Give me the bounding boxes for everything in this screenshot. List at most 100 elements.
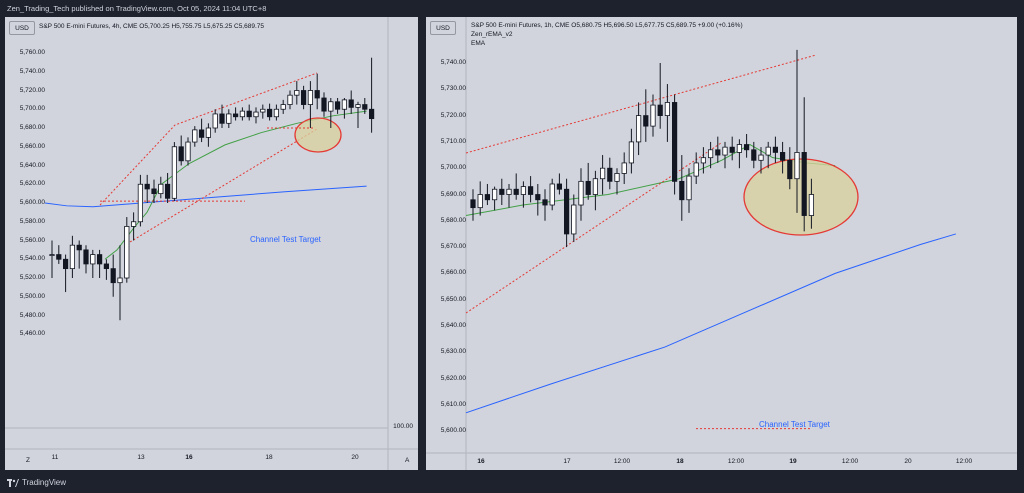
candle-body: [779, 152, 786, 161]
candle-body: [758, 154, 764, 161]
candle-body: [621, 162, 627, 174]
candle-body: [736, 144, 743, 153]
time-tick-label: 18: [265, 454, 273, 461]
candle-body: [124, 226, 130, 279]
candle-body: [198, 129, 205, 138]
candle-body: [253, 111, 259, 118]
price-tick-label: 5,660.00: [440, 269, 466, 277]
candle-body: [321, 97, 327, 112]
candle-body: [528, 186, 534, 195]
time-tick-label: 20: [351, 454, 359, 461]
chart-legend: S&P 500 E-mini Futures, 4h, CME O5,700.2…: [39, 22, 264, 31]
time-tick-label: 20: [904, 458, 912, 465]
price-tick-label: 5,620.00: [440, 374, 466, 382]
candle-body: [607, 167, 613, 182]
candle-body: [341, 99, 348, 110]
chart-canvas-4h[interactable]: [5, 17, 418, 470]
candle-body: [362, 104, 368, 110]
time-tick-label: 12:00: [727, 458, 745, 465]
candle-body: [657, 104, 663, 117]
candle-body: [650, 104, 656, 127]
candle-body: [592, 178, 598, 195]
chart-legend: S&P 500 E-mini Futures, 1h, CME O5,680.7…: [471, 21, 743, 48]
candle-body: [56, 254, 62, 260]
candle-body: [563, 188, 570, 235]
chart-panel-1h[interactable]: USD S&P 500 E-mini Futures, 1h, CME O5,6…: [426, 17, 1017, 470]
chart-panel-4h[interactable]: USD S&P 500 E-mini Futures, 4h, CME O5,7…: [5, 17, 418, 470]
candle-body: [144, 183, 150, 190]
candle-body: [151, 188, 157, 195]
legend-indicator: EMA: [471, 40, 486, 47]
candle-body: [300, 90, 307, 105]
footer: TradingView: [0, 473, 1024, 493]
candle-body: [266, 108, 273, 118]
candle-body: [635, 115, 642, 143]
price-tick-label: 5,460.00: [19, 330, 45, 338]
price-tick-label: 5,540.00: [19, 255, 45, 263]
candle-body: [131, 221, 137, 227]
time-tick-label: 12:00: [613, 458, 631, 465]
brand-label: TradingView: [22, 478, 67, 487]
candle-body: [334, 101, 341, 110]
candle-body: [513, 188, 519, 195]
price-tick-label: 5,720.00: [440, 111, 466, 119]
legend-line: S&P 500 E-mini Futures, 4h, CME O5,700.2…: [39, 23, 264, 30]
auto-scale-toggle[interactable]: A: [405, 457, 410, 464]
candle-body: [556, 183, 562, 190]
candle-body: [599, 167, 606, 180]
highlight-ellipse: [743, 158, 859, 236]
price-tick-label: 5,760.00: [19, 49, 45, 56]
chart-canvas-1h[interactable]: [426, 17, 1017, 470]
price-tick-label: 5,650.00: [440, 295, 466, 303]
candle-body: [499, 188, 505, 195]
tradingview-logo-icon: [7, 479, 19, 487]
candle-body: [164, 183, 171, 199]
candle-body: [232, 113, 239, 118]
time-tick-label: 19: [789, 458, 797, 465]
price-tick-label: 5,680.00: [19, 124, 45, 131]
candle-body: [722, 146, 728, 156]
candle-body: [520, 186, 526, 195]
highlight-ellipse: [294, 117, 342, 153]
price-tick-label: 5,700.00: [19, 105, 45, 113]
time-tick-label: 16: [477, 458, 485, 465]
candle-body: [185, 141, 191, 162]
candle-body: [192, 129, 198, 143]
candle-body: [328, 101, 334, 112]
price-tick-label: 5,520.00: [19, 274, 45, 281]
candle-body: [477, 194, 483, 209]
candle-body: [294, 90, 300, 96]
candle-body: [307, 90, 314, 105]
time-tick-label: 12:00: [955, 458, 973, 465]
price-tick-label: 5,500.00: [19, 292, 45, 300]
price-tick-label: 5,600.00: [440, 427, 466, 435]
candle-body: [643, 115, 649, 127]
price-tick-label: 5,710.00: [440, 137, 466, 145]
candle-body: [212, 113, 218, 129]
price-tick-label: 5,740.00: [440, 59, 466, 66]
candle-body: [751, 149, 757, 161]
zoom-toggle[interactable]: Z: [26, 457, 30, 464]
time-tick-label: 17: [563, 458, 571, 465]
candle-body: [348, 99, 354, 108]
candle-body: [549, 183, 555, 206]
candle-body: [368, 108, 375, 120]
candle-body: [226, 113, 232, 124]
time-tick-label: 12:00: [841, 458, 859, 465]
candle-body: [535, 194, 541, 201]
candle-body: [492, 188, 498, 201]
price-tick-label: 5,480.00: [19, 311, 45, 319]
trend-channel-line: [465, 54, 817, 154]
candle-body: [239, 110, 245, 118]
legend-indicator: Zen_rEMA_v2: [471, 31, 513, 38]
currency-button[interactable]: USD: [430, 21, 456, 35]
price-tick-label: 5,580.00: [19, 217, 45, 225]
candle-body: [628, 141, 634, 164]
candle-body: [260, 108, 266, 113]
channel-test-target-label: Channel Test Target: [250, 235, 321, 244]
currency-button[interactable]: USD: [9, 21, 35, 35]
candle-body: [542, 199, 548, 206]
candle-body: [794, 152, 800, 180]
candle-body: [700, 157, 707, 164]
price-tick-label: 5,680.00: [440, 216, 466, 224]
